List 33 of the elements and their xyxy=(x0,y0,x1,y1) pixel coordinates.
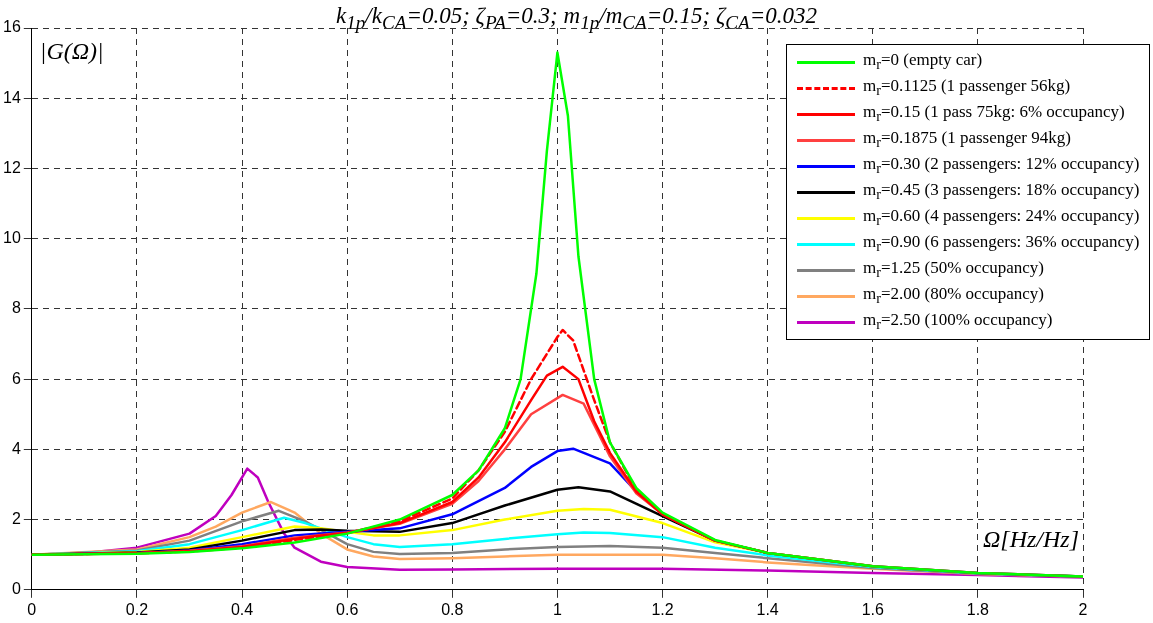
y-tick-label: 8 xyxy=(11,299,21,317)
x-tick-label: 1 xyxy=(552,600,562,618)
x-tick-label: 1.2 xyxy=(651,600,674,618)
legend-label: m$_{r}$=0.1875 (1 passenger 94kg) xyxy=(863,128,1071,152)
legend-label: m$_{r}$=0.1125 (1 passenger 56kg) xyxy=(863,76,1071,100)
x-tick-label: 0.4 xyxy=(230,600,254,618)
legend-label: m$_{r}$=0.60 (4 passengers: 24% occupancy) xyxy=(863,206,1140,230)
legend-label: m$_{r}$=0.90 (6 passengers: 36% occupancy) xyxy=(863,232,1140,256)
x-tick-label: 1.8 xyxy=(966,600,990,618)
y-tick-label: 6 xyxy=(11,369,21,387)
x-tick-label: 1.6 xyxy=(861,600,884,618)
legend-label: m$_{r}$=0.15 (1 pass 75kg: 6% occupancy) xyxy=(863,102,1125,126)
legend-label: m$_{r}$=0 (empty car) xyxy=(863,50,983,74)
y-tick-label: 14 xyxy=(3,88,21,106)
x-axis-title: Ω[Hz/Hz] xyxy=(983,525,1080,553)
x-tick-label: 2 xyxy=(1078,600,1088,618)
y-tick-label: 16 xyxy=(3,18,21,36)
y-tick-label: 4 xyxy=(11,439,21,457)
y-tick-label: 2 xyxy=(11,509,21,527)
y-tick-label: 12 xyxy=(3,158,21,176)
legend-label: m$_{r}$=0.45 (3 passengers: 18% occupancy) xyxy=(863,180,1140,204)
legend-label: m$_{r}$=2.00 (80% occupancy) xyxy=(863,284,1044,308)
y-tick-label: 0 xyxy=(11,580,21,598)
x-tick-label: 1.4 xyxy=(756,600,779,618)
legend-label: m$_{r}$=1.25 (50% occupancy) xyxy=(863,258,1044,282)
x-tick-label: 0.6 xyxy=(336,600,359,618)
y-axis-title: |G(Ω)| xyxy=(39,38,104,65)
x-tick-label: 0 xyxy=(27,600,37,618)
x-tick-label: 0.2 xyxy=(125,600,149,618)
x-tick-label: 0.8 xyxy=(441,600,464,618)
y-tick-label: 10 xyxy=(3,229,21,247)
legend-label: m$_{r}$=0.30 (2 passengers: 12% occupancy) xyxy=(863,154,1140,178)
legend-label: m$_{r}$=2.50 (100% occupancy) xyxy=(863,310,1053,334)
